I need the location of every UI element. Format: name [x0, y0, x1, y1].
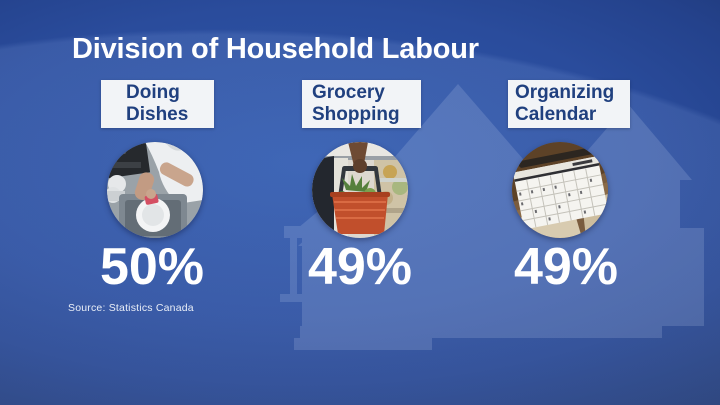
- source-attribution: Source: Statistics Canada: [68, 302, 194, 314]
- stat-label-line: Shopping: [312, 104, 400, 125]
- stat-label-line: Grocery: [312, 82, 385, 103]
- grocery-shopping-photo: [312, 142, 408, 238]
- dishwashing-photo: [107, 142, 203, 238]
- stat-label-doing-dishes: Doing Dishes: [101, 80, 214, 128]
- stat-label-grocery-shopping: Grocery Shopping: [302, 80, 421, 128]
- stat-label-line: Dishes: [126, 104, 189, 125]
- stat-label-line: Doing: [126, 82, 180, 103]
- percent-value: 50%: [99, 238, 205, 296]
- page-title: Division of Household Labour: [72, 33, 479, 65]
- percent-value: 49%: [307, 238, 413, 296]
- stat-label-organizing-calendar: Organizing Calendar: [508, 80, 630, 128]
- paper-calendar-photo: [512, 142, 608, 238]
- stat-label-line: Calendar: [515, 104, 597, 125]
- stat-label-line: Organizing: [515, 82, 615, 103]
- percent-value: 49%: [513, 238, 619, 296]
